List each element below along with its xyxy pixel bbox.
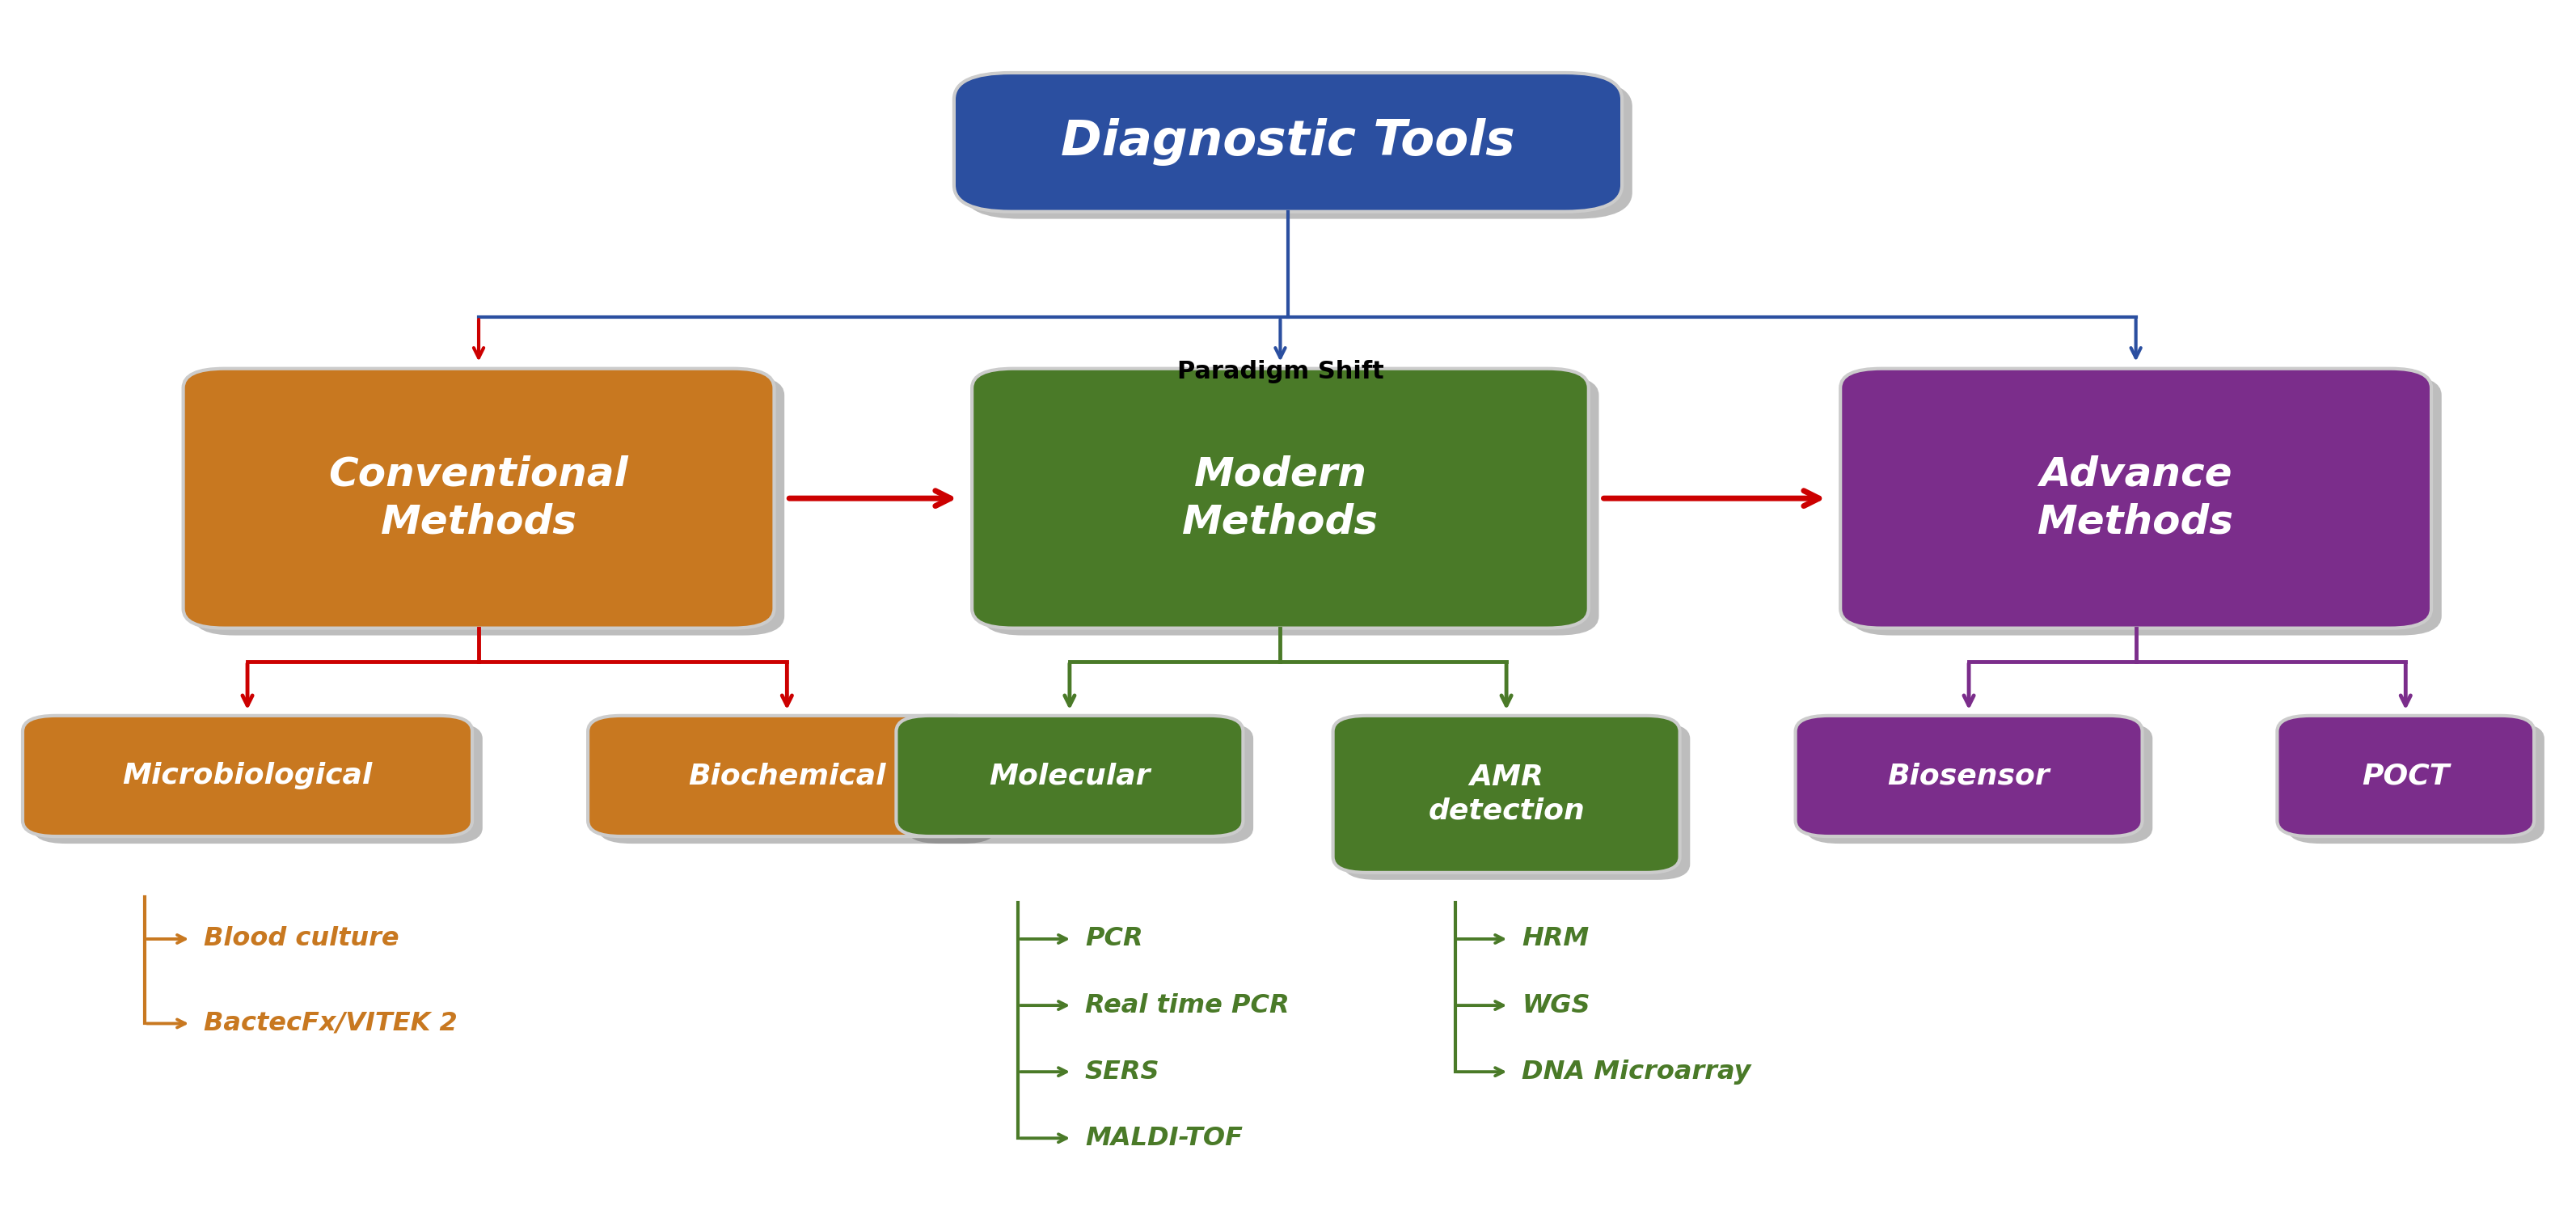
Text: Conventional
Methods: Conventional Methods	[330, 455, 629, 541]
FancyBboxPatch shape	[2277, 716, 2535, 836]
FancyBboxPatch shape	[963, 80, 1633, 219]
FancyBboxPatch shape	[1839, 369, 2432, 628]
Text: Real time PCR: Real time PCR	[1084, 993, 1288, 1017]
Text: DNA Microarray: DNA Microarray	[1522, 1060, 1752, 1084]
FancyBboxPatch shape	[1342, 722, 1690, 880]
Text: Biosensor: Biosensor	[1888, 762, 2050, 790]
FancyBboxPatch shape	[896, 716, 1244, 836]
Text: SERS: SERS	[1084, 1060, 1159, 1084]
Text: MALDI-TOF: MALDI-TOF	[1084, 1125, 1242, 1151]
Text: Advance
Methods: Advance Methods	[2038, 455, 2233, 541]
Text: WGS: WGS	[1522, 993, 1589, 1017]
FancyBboxPatch shape	[587, 716, 987, 836]
FancyBboxPatch shape	[1850, 376, 2442, 635]
FancyBboxPatch shape	[1806, 722, 2154, 844]
FancyBboxPatch shape	[183, 369, 775, 628]
FancyBboxPatch shape	[598, 722, 997, 844]
FancyBboxPatch shape	[907, 722, 1255, 844]
FancyBboxPatch shape	[953, 73, 1623, 211]
Text: Diagnostic Tools: Diagnostic Tools	[1061, 118, 1515, 166]
FancyBboxPatch shape	[33, 722, 482, 844]
FancyBboxPatch shape	[193, 376, 786, 635]
Text: Blood culture: Blood culture	[204, 926, 399, 952]
FancyBboxPatch shape	[1332, 716, 1680, 873]
FancyBboxPatch shape	[981, 376, 1600, 635]
FancyBboxPatch shape	[971, 369, 1589, 628]
Text: Biochemical: Biochemical	[688, 762, 886, 790]
Text: Modern
Methods: Modern Methods	[1182, 455, 1378, 541]
FancyBboxPatch shape	[23, 716, 471, 836]
Text: BactecFx/VITEK 2: BactecFx/VITEK 2	[204, 1011, 459, 1036]
Text: Microbiological: Microbiological	[124, 762, 374, 790]
Text: PCR: PCR	[1084, 926, 1144, 952]
FancyBboxPatch shape	[1795, 716, 2143, 836]
FancyBboxPatch shape	[2287, 722, 2545, 844]
Text: Paradigm Shift: Paradigm Shift	[1177, 359, 1383, 384]
Text: POCT: POCT	[2362, 762, 2450, 790]
Text: HRM: HRM	[1522, 926, 1589, 952]
Text: AMR
detection: AMR detection	[1427, 764, 1584, 824]
Text: Molecular: Molecular	[989, 762, 1151, 790]
